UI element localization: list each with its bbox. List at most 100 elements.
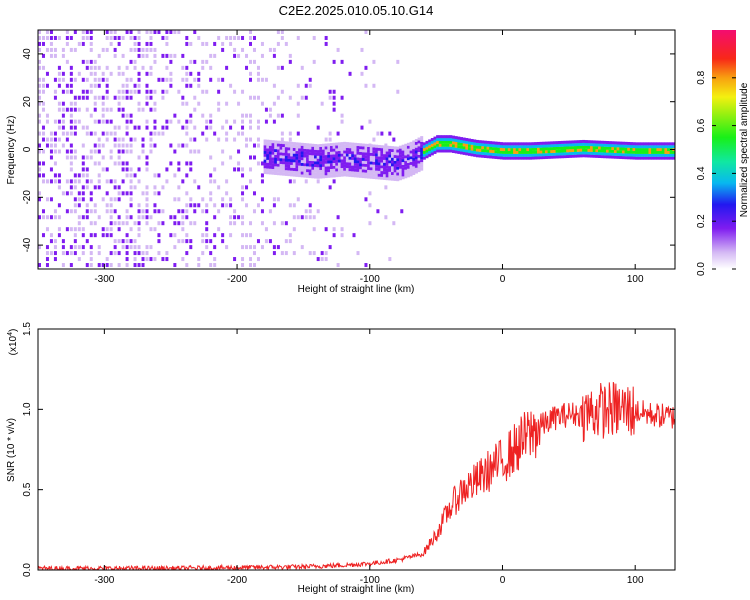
spectrogram-cell [77, 263, 81, 268]
spectrogram-cell [185, 269, 188, 273]
spectrogram-cell [600, 152, 604, 156]
spectrogram-cell [515, 153, 519, 157]
spectrogram-cell [45, 173, 49, 178]
spectrogram-cell [209, 155, 213, 160]
spectrogram-cell [129, 179, 133, 184]
spectrogram-cell [45, 245, 49, 250]
spectrogram-cell [137, 215, 141, 220]
spectrogram-cell [256, 125, 260, 130]
spectrogram-cell [353, 148, 357, 152]
spectrogram-cell [621, 147, 625, 151]
spectrogram-cell [266, 151, 270, 155]
spectrogram-cell [672, 156, 675, 160]
spectrogram-cell [621, 144, 625, 148]
spectrogram-cell [513, 148, 517, 152]
spectrogram-cell [417, 137, 421, 141]
spectrogram-cell [308, 203, 312, 208]
spectrogram-cell [364, 158, 368, 162]
spectrogram-cell [320, 101, 324, 106]
spectrogram-cell [117, 251, 121, 256]
spectrogram-cell [263, 171, 267, 175]
spectrogram-cell [221, 197, 225, 202]
spectrogram-cell [189, 113, 193, 118]
spectrogram-cell [77, 30, 81, 34]
spectrogram-cell [38, 101, 41, 106]
spectrogram-cell [85, 95, 89, 100]
spectrogram-cell [653, 148, 657, 152]
spectrogram-cell [113, 185, 117, 190]
spectrogram-cell [290, 159, 294, 163]
spectrogram-cell [201, 203, 205, 208]
spectrogram-cell [672, 153, 675, 157]
spectrogram-cell [494, 150, 498, 154]
spectrogram-cell [245, 125, 249, 130]
spectrogram-cell [256, 191, 260, 196]
spectrogram-cell [225, 269, 228, 273]
spectrogram-cell [256, 215, 260, 220]
spectrogram-cell [141, 47, 145, 52]
spectrogram-cell [97, 179, 101, 184]
spectrogram-cell [308, 35, 312, 40]
spectrogram-cell [499, 144, 503, 148]
spectrogram-cell [571, 140, 575, 144]
spectrogram-cell [97, 53, 101, 58]
spectrogram-cell [125, 113, 129, 118]
spectrogram-cell [316, 257, 320, 262]
spectrogram-cell [414, 161, 418, 165]
spectrogram-cell [340, 59, 344, 64]
spectrogram-cell [73, 179, 77, 184]
spectrogram-cell [241, 257, 245, 262]
spectrogram-cell [279, 149, 283, 153]
spectrogram-cell [321, 166, 325, 170]
spectrogram-cell [608, 144, 612, 148]
colorbar-tick-label: 0.2 [696, 214, 707, 228]
spectrogram-cell [274, 160, 278, 164]
spectrogram-cell [205, 53, 209, 58]
spectrogram-cell [560, 152, 564, 156]
spectrogram-cell [534, 142, 538, 146]
spectrogram-cell [409, 153, 413, 157]
spectrogram-cell [69, 161, 73, 166]
spectrogram-cell [417, 157, 421, 161]
spectrogram-cell [276, 143, 280, 147]
spectrogram-cell [133, 47, 137, 52]
spectrogram-cell [77, 179, 81, 184]
spectrogram-cell [133, 59, 137, 64]
spectrogram-cell [368, 203, 372, 208]
spectrogram-cell [332, 162, 336, 166]
spectrogram-cell [590, 140, 594, 144]
spectrogram-cell [391, 160, 395, 164]
spectrogram-cell [249, 41, 253, 46]
spectrogram-cell [137, 227, 141, 232]
spectrogram-cell [320, 257, 324, 262]
spectrogram-cell [129, 197, 133, 202]
spectrogram-cell [81, 155, 85, 160]
spectrogram-cell [300, 162, 304, 166]
spectrogram-cell [225, 179, 229, 184]
spectrogram-cell [260, 77, 264, 82]
spectrogram-cell [109, 131, 113, 136]
spectrogram-cell [65, 59, 69, 64]
snr-x-axis-label: Height of straight line (km) [298, 584, 415, 595]
spectrogram-cell [489, 144, 493, 148]
spectrogram-cell [510, 142, 514, 146]
spectrogram-cell [412, 171, 416, 175]
spectrogram-cell [137, 77, 141, 82]
spectrogram-cell [145, 119, 149, 124]
spectrogram-cell [475, 151, 479, 155]
snr-y-tick-label: 0.5 [22, 482, 33, 496]
spectrogram-cell [345, 153, 349, 157]
spectrogram-cell [359, 169, 363, 173]
spectrogram-cell [396, 160, 400, 164]
spectrogram-cell [391, 171, 395, 175]
spectrogram-cell [314, 164, 318, 168]
spectrogram-cell [77, 173, 81, 178]
spectrogram-cell [153, 143, 157, 148]
spectrogram-cell [460, 137, 464, 141]
spectrogram-cell [380, 59, 384, 64]
spectrogram-cell [205, 239, 209, 244]
spectrogram-cell [483, 152, 487, 156]
spectrogram-cell [296, 215, 300, 220]
spectrogram-cell [300, 151, 304, 155]
spectrogram-cell [221, 239, 225, 244]
